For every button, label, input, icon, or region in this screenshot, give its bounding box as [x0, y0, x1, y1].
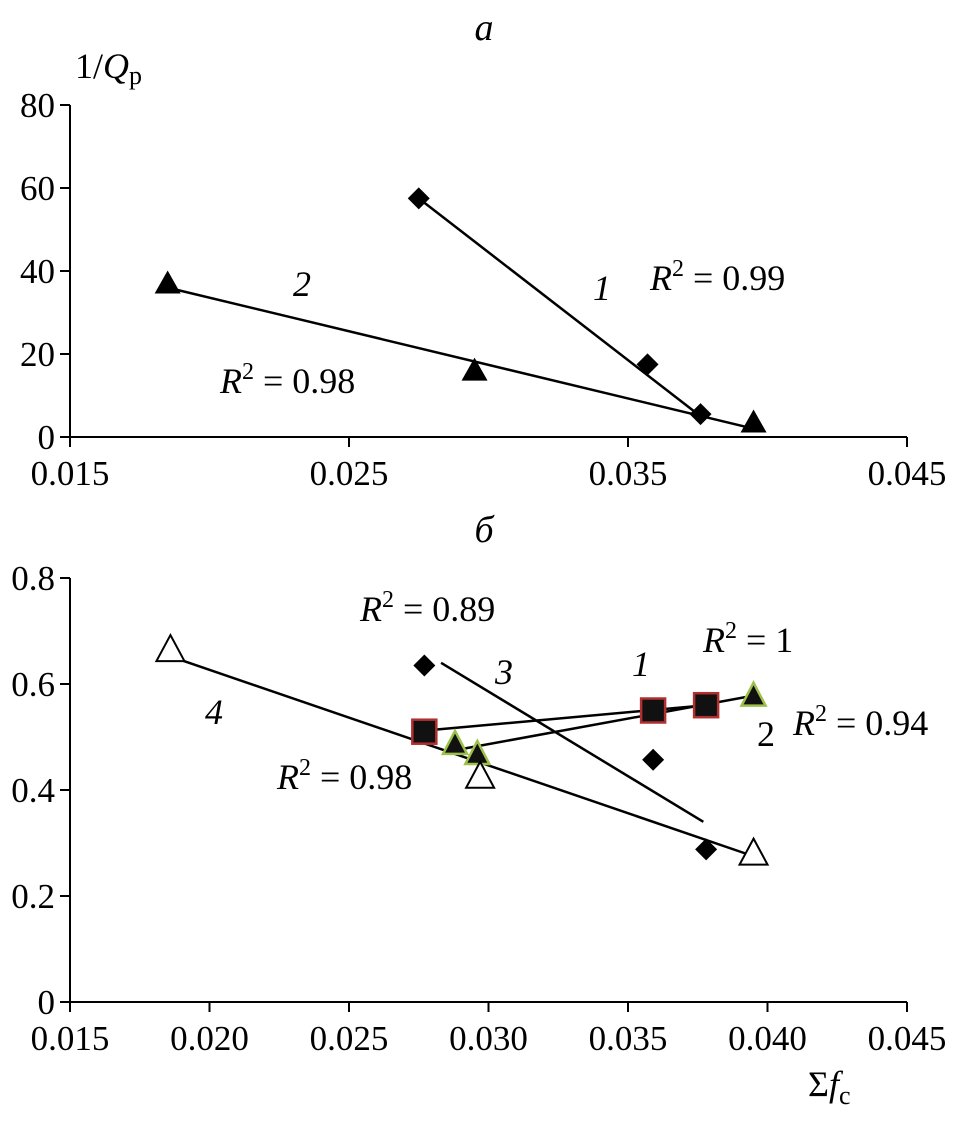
data-point-series-1 — [411, 718, 438, 745]
series-a1-r2: R2 = 0.99 — [649, 256, 785, 298]
x-tick-label: 0.045 — [868, 454, 947, 493]
series-b4-label: 4 — [205, 692, 223, 732]
data-point-series-1 — [636, 353, 659, 376]
y-tick-label: 0 — [38, 418, 56, 457]
data-point-series-2 — [740, 409, 767, 433]
x-label-prefix: Σ — [808, 1064, 829, 1104]
data-point-series-4 — [464, 759, 496, 789]
panel-b-x-axis-label: Σfc — [808, 1064, 851, 1110]
panel-a-annotations: 1 R2 = 0.99 2 R2 = 0.98 — [219, 256, 785, 401]
series-b2-label: 2 — [757, 714, 775, 754]
y-label-var: Q — [103, 46, 129, 86]
y-tick-label: 40 — [20, 252, 55, 291]
panel-b: б 0 0.2 0.4 0.6 0.8 0.015 0.020 0.025 0.030 0.03… — [11, 509, 946, 1110]
fit-line-4 — [170, 655, 754, 858]
data-point-series-3 — [642, 748, 665, 771]
series-a2-r2: R2 = 0.98 — [219, 359, 355, 401]
data-point-series-1 — [639, 697, 667, 724]
data-point-series-2 — [154, 270, 181, 294]
panel-a-points — [154, 187, 767, 433]
fit-line-2 — [167, 286, 754, 430]
data-point-series-4 — [737, 836, 770, 866]
x-label-sub: c — [839, 1081, 851, 1110]
series-b4-r2: R2 = 0.98 — [276, 755, 412, 797]
y-label-prefix: 1/ — [75, 46, 103, 86]
panel-a: a 1/Qp 0 20 40 60 80 0.015 0.025 0.035 0.045 1 … — [20, 7, 946, 493]
y-tick-label: 0.4 — [11, 771, 55, 810]
data-point-series-2 — [461, 357, 488, 381]
series-a1-label: 1 — [593, 268, 611, 308]
x-tick-label: 0.015 — [31, 1019, 110, 1058]
series-b1-label: 1 — [632, 644, 650, 684]
x-tick-label: 0.020 — [170, 1019, 249, 1058]
panel-a-x-ticks: 0.015 0.025 0.035 0.045 — [31, 437, 947, 493]
data-point-series-3 — [413, 654, 436, 677]
y-tick-label: 0.6 — [11, 665, 55, 704]
panel-b-annotations: 1 R2 = 1 2 R2 = 0.94 3 R2 = 0.89 4 R2 = … — [205, 587, 928, 797]
data-point-series-4 — [154, 632, 187, 663]
panel-a-y-axis-label: 1/Qp — [75, 46, 142, 90]
y-tick-label: 0.8 — [11, 559, 55, 598]
y-tick-label: 80 — [20, 86, 55, 125]
x-tick-label: 0.035 — [589, 454, 668, 493]
y-label-sub: p — [129, 61, 142, 90]
data-point-series-1 — [689, 403, 712, 426]
panel-b-points — [154, 632, 770, 866]
x-tick-label: 0.015 — [31, 454, 110, 493]
y-tick-label: 20 — [20, 335, 55, 374]
x-tick-label: 0.025 — [310, 454, 389, 493]
fit-line-3 — [440, 661, 704, 823]
panel-b-fit-lines — [170, 655, 754, 858]
panel-a-fit-lines — [167, 197, 754, 430]
panel-b-x-ticks: 0.015 0.020 0.025 0.030 0.035 0.040 0.045 — [31, 1002, 947, 1058]
series-a2-label: 2 — [293, 264, 311, 304]
data-point-series-2 — [440, 728, 470, 756]
data-point-series-2 — [739, 679, 768, 707]
data-point-series-1 — [407, 187, 430, 210]
panel-a-title: a — [475, 7, 494, 49]
x-tick-label: 0.035 — [589, 1019, 668, 1058]
panel-a-y-ticks: 0 20 40 60 80 — [20, 86, 70, 457]
panel-b-title: б — [474, 509, 495, 551]
data-point-series-3 — [695, 838, 718, 861]
x-tick-label: 0.040 — [728, 1019, 807, 1058]
series-b3-r2: R2 = 0.89 — [359, 587, 495, 629]
y-tick-label: 0 — [38, 983, 56, 1022]
series-b3-label: 3 — [494, 652, 513, 692]
data-point-series-1 — [692, 691, 720, 719]
x-tick-label: 0.045 — [868, 1019, 947, 1058]
panel-b-y-ticks: 0 0.2 0.4 0.6 0.8 — [11, 559, 70, 1022]
series-b1-r2: R2 = 1 — [702, 618, 793, 660]
x-tick-label: 0.030 — [449, 1019, 528, 1058]
data-point-series-2 — [463, 738, 492, 766]
y-tick-label: 60 — [20, 169, 55, 208]
x-tick-label: 0.025 — [310, 1019, 389, 1058]
fit-line-1 — [417, 197, 702, 418]
series-b2-r2: R2 = 0.94 — [792, 701, 928, 743]
y-tick-label: 0.2 — [11, 877, 55, 916]
